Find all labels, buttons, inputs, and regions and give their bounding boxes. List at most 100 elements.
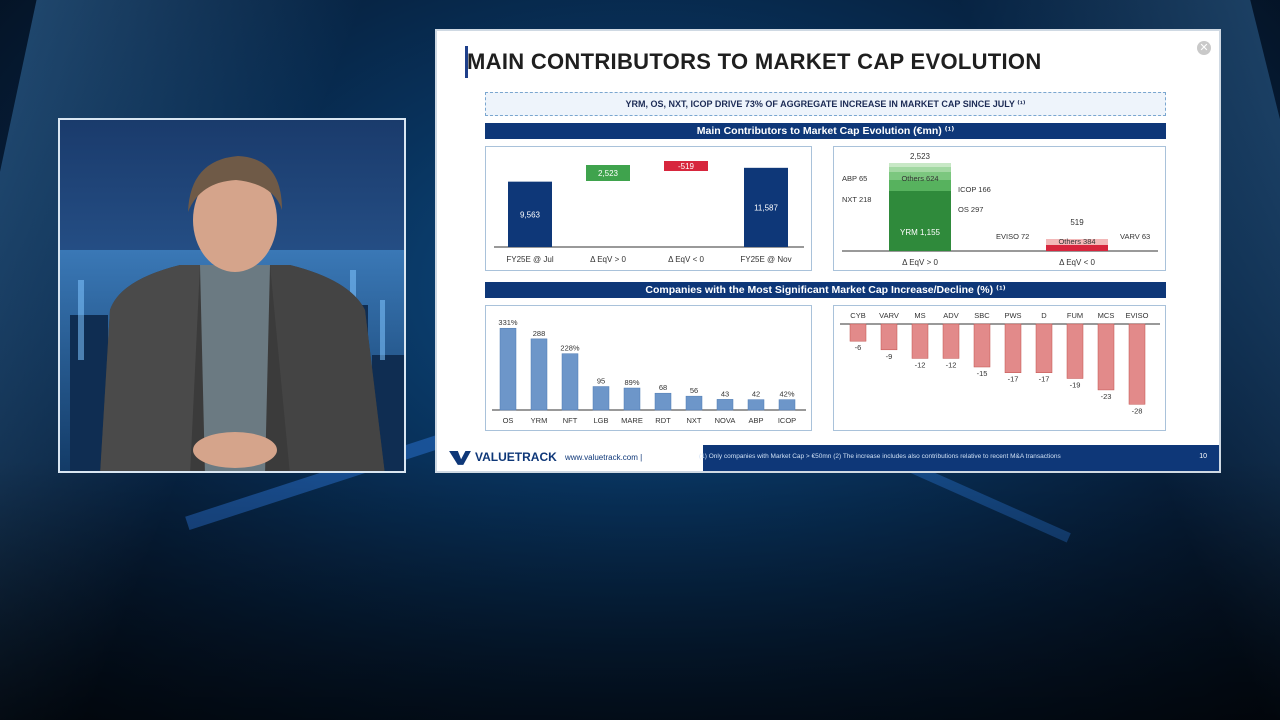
page-number: 10 bbox=[1199, 453, 1207, 460]
breakdown-chart: 2,523 ABP 65 Others 624 ICOP 166 NXT 218 OS 2… bbox=[842, 152, 1158, 267]
bd-label: Others 624 bbox=[901, 174, 938, 183]
dec-bar bbox=[1004, 323, 1022, 373]
increase-chart-panel: 331% OS 288 YRM 228% NFT 95 LGB 89% MARE 68 RDT 56 NX… bbox=[485, 305, 812, 431]
close-icon[interactable]: ✕ bbox=[1197, 41, 1211, 55]
dec-value-label: -23 bbox=[1101, 392, 1112, 401]
bd-category-label: Δ EqV < 0 bbox=[1059, 258, 1095, 267]
bd-label: VARV 63 bbox=[1120, 232, 1150, 241]
section2-title: Companies with the Most Significant Mark… bbox=[485, 282, 1166, 298]
bd-label: ICOP 166 bbox=[958, 185, 991, 194]
inc-category-label: ICOP bbox=[778, 416, 796, 425]
bd-bar-others-neg bbox=[1046, 239, 1108, 245]
inc-category-label: MARE bbox=[621, 416, 643, 425]
dec-value-label: -19 bbox=[1070, 380, 1081, 389]
dec-category-label: CYB bbox=[850, 311, 865, 320]
dec-category-label: FUM bbox=[1067, 311, 1083, 320]
inc-category-label: NOVA bbox=[715, 416, 736, 425]
inc-value-label: 228% bbox=[560, 344, 580, 353]
inc-bar bbox=[530, 338, 548, 411]
dec-bar bbox=[911, 323, 929, 359]
inc-bar bbox=[499, 327, 517, 411]
wf-value-label: 2,523 bbox=[598, 169, 619, 178]
wf-bar bbox=[744, 167, 788, 247]
inc-value-label: 95 bbox=[597, 377, 605, 386]
inc-category-label: NFT bbox=[563, 416, 578, 425]
background-floor bbox=[0, 460, 1280, 720]
inc-value-label: 89% bbox=[624, 378, 639, 387]
bd-label: YRM 1,155 bbox=[900, 228, 941, 237]
bd-label: ABP 65 bbox=[842, 174, 867, 183]
logo-mark-icon bbox=[449, 450, 471, 465]
presentation-slide: MAIN CONTRIBUTORS TO MARKET CAP EVOLUTIO… bbox=[435, 29, 1221, 473]
dec-bar bbox=[942, 323, 960, 359]
bd-total-label: 519 bbox=[1070, 218, 1084, 227]
bd-label: Others 384 bbox=[1058, 237, 1095, 246]
dec-bar bbox=[1035, 323, 1053, 373]
bd-total-label: 2,523 bbox=[910, 152, 931, 161]
inc-category-label: OS bbox=[503, 416, 514, 425]
dec-bar bbox=[973, 323, 991, 368]
dec-value-label: -17 bbox=[1008, 375, 1019, 384]
decline-chart: -6 CYB -9 VARV -12 MS -12 ADV -15 SBC -17 PWS -17 D -1… bbox=[840, 311, 1160, 415]
footer-website: www.valuetrack.com | bbox=[565, 453, 643, 462]
inc-bar bbox=[623, 387, 641, 411]
inc-bar bbox=[592, 386, 610, 411]
dec-category-label: SBC bbox=[974, 311, 990, 320]
inc-category-label: YRM bbox=[531, 416, 548, 425]
wf-bar bbox=[664, 161, 708, 171]
dec-bar bbox=[1097, 323, 1115, 391]
inc-bar bbox=[778, 399, 796, 411]
headline-banner: YRM, OS, NXT, ICOP DRIVE 73% OF AGGREGAT… bbox=[485, 92, 1166, 116]
inc-bar bbox=[747, 399, 765, 411]
bd-bar-nxt bbox=[889, 172, 951, 180]
dec-value-label: -9 bbox=[886, 352, 893, 361]
dec-category-label: EVISO bbox=[1126, 311, 1149, 320]
bd-label: OS 297 bbox=[958, 205, 983, 214]
increase-chart: 331% OS 288 YRM 228% NFT 95 LGB 89% MARE 68 RDT 56 NX… bbox=[492, 318, 806, 425]
inc-value-label: 288 bbox=[533, 329, 546, 338]
footer-footnote: (1) Only companies with Market Cap > €50… bbox=[699, 453, 1061, 460]
slide-title: MAIN CONTRIBUTORS TO MARKET CAP EVOLUTIO… bbox=[467, 49, 1042, 74]
decline-chart-panel: -6 CYB -9 VARV -12 MS -12 ADV -15 SBC -17 PWS -17 D -1… bbox=[833, 305, 1166, 431]
inc-bar bbox=[654, 392, 672, 411]
presenter-video bbox=[58, 118, 406, 473]
dec-category-label: MS bbox=[914, 311, 925, 320]
wf-category-label: Δ EqV < 0 bbox=[668, 255, 704, 264]
dec-value-label: -12 bbox=[915, 360, 926, 369]
dec-value-label: -15 bbox=[977, 369, 988, 378]
bd-bar-abp bbox=[889, 163, 951, 167]
waterfall-chart: 9,563 FY25E @ Jul 2,523 Δ EqV > 0 -519 Δ EqV … bbox=[494, 161, 804, 264]
dec-category-label: MCS bbox=[1098, 311, 1115, 320]
dec-category-label: PWS bbox=[1004, 311, 1021, 320]
inc-value-label: 42 bbox=[752, 390, 760, 399]
dec-category-label: ADV bbox=[943, 311, 958, 320]
inc-bar bbox=[716, 399, 734, 411]
dec-value-label: -12 bbox=[946, 360, 957, 369]
inc-category-label: NXT bbox=[687, 416, 702, 425]
bd-bar-os bbox=[889, 180, 951, 191]
section1-title: Main Contributors to Market Cap Evolutio… bbox=[485, 123, 1166, 139]
wf-bar bbox=[508, 181, 552, 247]
inc-value-label: 68 bbox=[659, 383, 667, 392]
wf-category-label: FY25E @ Jul bbox=[506, 255, 553, 264]
inc-category-label: LGB bbox=[593, 416, 608, 425]
bd-category-label: Δ EqV > 0 bbox=[902, 258, 938, 267]
bd-bar-neg bbox=[1046, 245, 1108, 251]
wf-bar bbox=[586, 165, 630, 181]
wf-category-label: FY25E @ Nov bbox=[740, 255, 791, 264]
wf-category-label: Δ EqV > 0 bbox=[590, 255, 626, 264]
dec-category-label: D bbox=[1041, 311, 1047, 320]
dec-bar bbox=[1128, 323, 1146, 405]
dec-value-label: -6 bbox=[855, 343, 862, 352]
inc-value-label: 331% bbox=[498, 318, 518, 327]
wf-value-label: -519 bbox=[678, 162, 695, 171]
bd-label: NXT 218 bbox=[842, 195, 871, 204]
waterfall-chart-panel: 9,563 FY25E @ Jul 2,523 Δ EqV > 0 -519 Δ EqV … bbox=[485, 146, 812, 271]
inc-category-label: RDT bbox=[655, 416, 671, 425]
inc-bar bbox=[561, 353, 579, 411]
bd-label: EVISO 72 bbox=[996, 232, 1029, 241]
wf-value-label: 9,563 bbox=[520, 210, 541, 219]
title-accent-bar bbox=[465, 46, 468, 78]
breakdown-chart-panel: 2,523 ABP 65 Others 624 ICOP 166 NXT 218 OS 2… bbox=[833, 146, 1166, 271]
dec-bar bbox=[880, 323, 898, 351]
